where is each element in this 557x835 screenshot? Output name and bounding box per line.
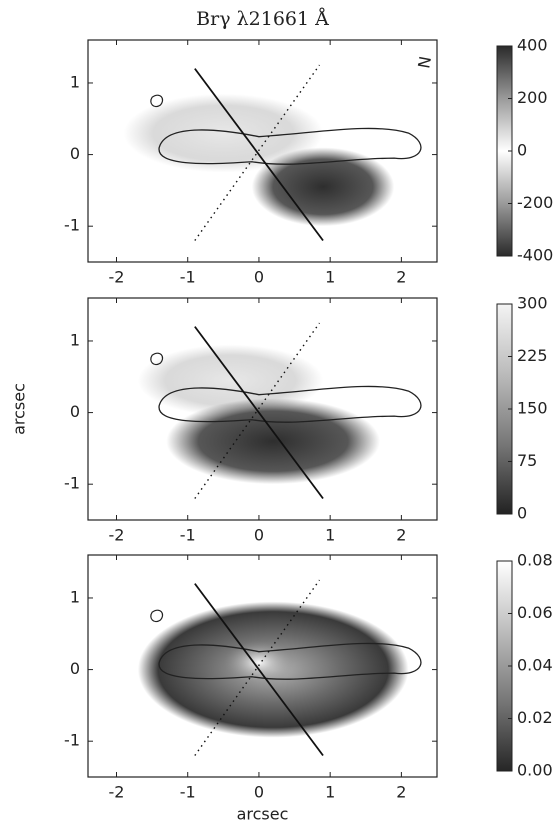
colorbar-tick-label: 200 [517, 88, 548, 107]
panel: -2 -1 0 1 2 -1 0 1 0.00 0.02 0.04 0.06 0.08 arcsec [64, 551, 553, 824]
colorbar-tick-label: 0.00 [517, 761, 553, 780]
x-tick-label: -1 [180, 526, 196, 545]
map [137, 579, 422, 757]
colorbar-tick-label: 0.06 [517, 603, 553, 622]
colorbar-tick-label: 75 [517, 451, 537, 470]
colorbar-tick-label: 300 [517, 294, 548, 313]
colorbar-tick-label: 225 [517, 346, 548, 365]
major-axis [194, 326, 324, 500]
panel: -2 -1 0 1 2 -1 0 1 -400 -200 0 200 400 Brγ λ21661 Å N [64, 8, 553, 287]
contour [158, 385, 422, 423]
colorbar-tick-label: 400 [517, 36, 548, 55]
y-axis-label: arcsec [10, 383, 29, 435]
contour [150, 609, 164, 623]
x-tick-label: 2 [396, 268, 406, 287]
x-tick-label: 1 [325, 526, 335, 545]
contour [150, 94, 164, 108]
x-tick-label: -2 [109, 268, 125, 287]
emission [123, 93, 324, 173]
contour [158, 642, 422, 680]
x-tick-label: 0 [254, 268, 264, 287]
y-tick-label: 1 [70, 330, 80, 349]
panel: -2 -1 0 1 2 -1 0 1 0 75 150 225 300 arcsec [10, 294, 548, 545]
contour [158, 127, 422, 165]
emission [251, 147, 395, 227]
emission [137, 344, 324, 417]
colorbar-tick-label: 0.04 [517, 656, 553, 675]
x-axis-label: arcsec [237, 805, 289, 824]
colorbar-tick-label: 0 [517, 141, 527, 160]
y-tick-label: 0 [70, 402, 80, 421]
compass-label: N [414, 55, 435, 70]
emission [166, 398, 381, 485]
major-axis [194, 68, 324, 242]
colorbar-tick-label: -400 [517, 246, 553, 265]
major-axis [194, 583, 324, 757]
x-tick-label: 1 [325, 783, 335, 802]
x-tick-label: 0 [254, 526, 264, 545]
y-tick-label: 0 [70, 659, 80, 678]
emission [223, 640, 295, 684]
x-tick-label: 2 [396, 783, 406, 802]
plot-frame [87, 39, 438, 263]
y-tick-label: 0 [70, 144, 80, 163]
map [123, 64, 422, 242]
colorbar-tick-label: 0 [517, 504, 527, 523]
y-tick-label: 1 [70, 72, 80, 91]
x-tick-label: 2 [396, 526, 406, 545]
x-tick-label: 0 [254, 783, 264, 802]
colorbar-tick-label: 150 [517, 399, 548, 418]
chart-title: Brγ λ21661 Å [196, 8, 329, 30]
x-tick-label: -2 [109, 783, 125, 802]
colorbar-tick-label: 0.08 [517, 551, 553, 570]
colorbar-tick-label: 0.02 [517, 708, 553, 727]
plot-frame [87, 554, 438, 778]
contour [150, 352, 164, 366]
y-tick-label: -1 [64, 216, 80, 235]
x-tick-label: -1 [180, 268, 196, 287]
plot-frame [87, 297, 438, 521]
y-tick-label: 1 [70, 587, 80, 606]
x-tick-label: -1 [180, 783, 196, 802]
colorbar-tick-label: -200 [517, 193, 553, 212]
y-tick-label: -1 [64, 731, 80, 750]
x-tick-label: 1 [325, 268, 335, 287]
map [137, 322, 422, 500]
y-tick-label: -1 [64, 474, 80, 493]
x-tick-label: -2 [109, 526, 125, 545]
